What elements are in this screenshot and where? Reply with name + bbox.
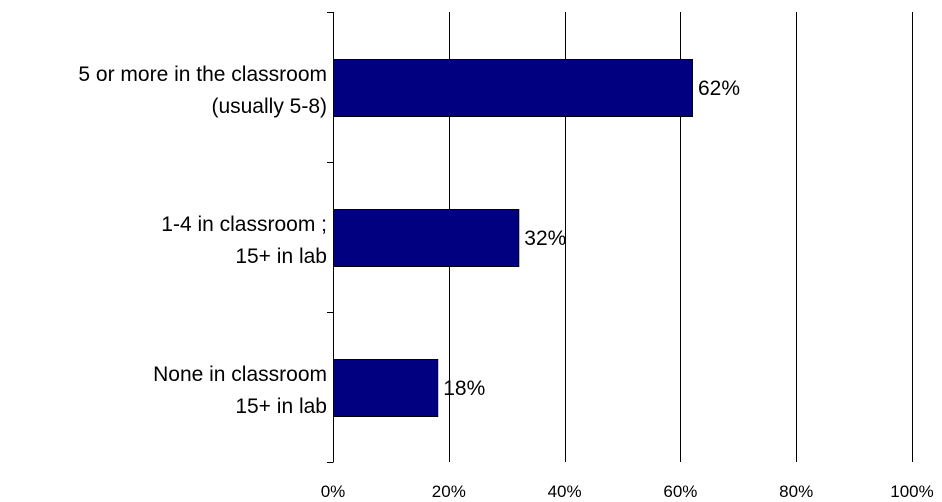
data-label: 62%	[698, 77, 740, 100]
x-tick-label: 80%	[779, 482, 813, 501]
bar-2	[333, 359, 439, 417]
category-label: 1-4 in classroom ; 15+ in lab	[161, 213, 327, 268]
category-label-line: 15+ in lab	[235, 395, 327, 418]
data-label: 18%	[443, 377, 485, 400]
category-label-line: 1-4 in classroom ;	[161, 213, 327, 236]
x-tick-label: 60%	[663, 482, 697, 501]
data-label: 32%	[524, 227, 566, 250]
x-tick-label: 0%	[321, 482, 346, 501]
data-labels: 62% 32% 18%	[443, 77, 740, 400]
x-tick-labels: 0% 20% 40% 60% 80% 100%	[321, 482, 934, 501]
bars	[333, 59, 693, 417]
category-label: None in classroom 15+ in lab	[153, 363, 327, 418]
bar-0	[333, 59, 693, 117]
category-label-line: None in classroom	[153, 363, 327, 386]
x-tick-label: 40%	[548, 482, 582, 501]
x-tick-label: 100%	[890, 482, 933, 501]
y-axis	[327, 12, 334, 463]
category-label-line: (usually 5-8)	[211, 95, 327, 118]
category-label-line: 5 or more in the classroom	[78, 63, 327, 86]
x-tick-label: 20%	[432, 482, 466, 501]
category-label: 5 or more in the classroom (usually 5-8)	[78, 63, 327, 118]
category-labels: 5 or more in the classroom (usually 5-8) 1…	[78, 63, 327, 418]
category-label-line: 15+ in lab	[235, 245, 327, 268]
bar-1	[333, 209, 520, 267]
